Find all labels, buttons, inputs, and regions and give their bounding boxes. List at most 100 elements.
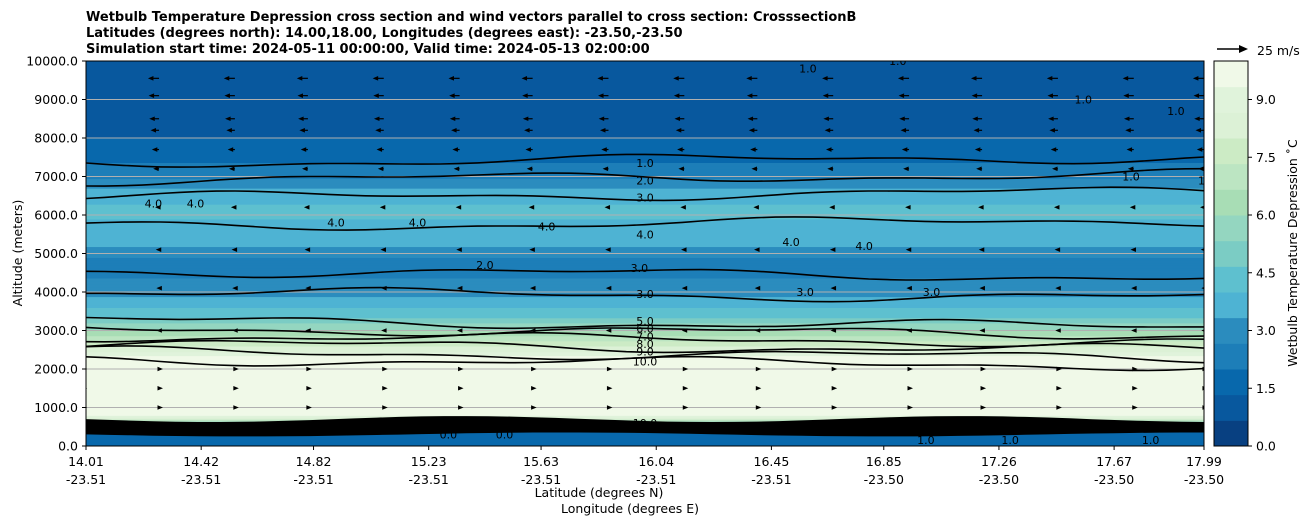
colorbar-swatch [1214, 138, 1248, 165]
wind-vector [1056, 385, 1062, 391]
wind-vector [456, 328, 463, 333]
wind-vector [224, 93, 235, 98]
wind-vector [605, 328, 612, 333]
depression-band [86, 315, 1204, 319]
contour-line [86, 339, 1204, 354]
wind-vector [230, 205, 237, 210]
depression-band [86, 233, 1204, 238]
x-tick-label-lat: 14.42 [183, 454, 219, 469]
depression-band [86, 259, 1204, 264]
depression-band [86, 112, 1204, 119]
wind-vector [381, 328, 387, 333]
wind-vector [1193, 93, 1204, 98]
contour-label: 1.0 [1074, 94, 1092, 107]
y-tick-label: 7000.0 [34, 169, 78, 184]
y-tick-label: 0.0 [58, 439, 78, 454]
wind-vector [529, 285, 536, 291]
wind-vectors [86, 76, 1204, 430]
wind-vector [456, 247, 462, 252]
wind-vector [972, 116, 983, 122]
depression-band [86, 417, 1204, 420]
depression-band [86, 277, 1204, 282]
wind-vector [901, 147, 910, 152]
wind-vector [153, 166, 160, 172]
contour-label: 5.0 [636, 315, 654, 328]
wind-vector [681, 247, 687, 252]
depression-band [86, 265, 1204, 269]
contour-line [86, 216, 1204, 231]
depression-band [86, 86, 1204, 94]
wind-vector [673, 93, 685, 98]
wind-vector [755, 366, 762, 372]
wind-vector [750, 147, 758, 152]
x-tick-label-lon: -23.51 [751, 472, 791, 487]
depression-band [86, 249, 1204, 253]
wind-vector [455, 205, 462, 210]
wind-vector [978, 205, 984, 210]
wind-vector [1047, 93, 1058, 98]
wind-vector [1054, 247, 1061, 252]
wind-vector [1056, 424, 1062, 430]
wind-vector [1048, 116, 1058, 122]
title-line-3: Simulation start time: 2024-05-11 00:00:… [86, 42, 650, 57]
colorbar-swatch [1214, 266, 1248, 293]
wind-vector [979, 285, 985, 291]
depression-band [86, 73, 1204, 81]
depression-band [86, 103, 1204, 110]
depression-band [86, 365, 1204, 368]
depression-band [86, 299, 1204, 303]
wind-vector [1050, 147, 1058, 152]
depression-band [86, 436, 1204, 441]
wind-vector [601, 147, 609, 152]
wind-vector [376, 147, 384, 152]
wind-vector [598, 93, 609, 98]
wind-vector [900, 128, 910, 133]
contour-label: 1.0 [1167, 105, 1185, 118]
wind-vector [1202, 366, 1204, 372]
contour-lines [86, 153, 1204, 372]
wind-vector [824, 128, 834, 133]
wind-vector [521, 76, 533, 81]
contour-label: 8.0 [636, 338, 654, 351]
depression-band [86, 191, 1204, 196]
wind-vector [1126, 147, 1134, 152]
colorbar-swatch [1214, 215, 1248, 242]
depression-band [86, 433, 1204, 437]
wind-vector [1131, 285, 1137, 291]
contour-label: 4.0 [855, 240, 873, 253]
contour-label: 4.0 [145, 197, 163, 210]
colorbar-swatch [1214, 163, 1248, 190]
contour-line [86, 355, 1204, 372]
wind-vector [747, 116, 758, 122]
wind-vector [531, 405, 537, 410]
wind-vector [147, 76, 160, 81]
wind-vector [156, 328, 162, 333]
x-tick-label-lat: 17.99 [1186, 454, 1222, 469]
wind-vector [976, 166, 983, 172]
depression-band [86, 312, 1204, 316]
wind-vector [599, 128, 609, 133]
x-tick-label-lon: -23.50 [1184, 472, 1224, 487]
wind-vector [673, 76, 685, 81]
colorbar-tick-label: 9.0 [1256, 92, 1276, 107]
depression-band [86, 134, 1204, 139]
wind-vector [1132, 405, 1138, 410]
depression-band [86, 384, 1204, 393]
depression-band [86, 138, 1204, 143]
wind-vector [906, 285, 912, 291]
wind-vector [1192, 76, 1204, 81]
wind-vector [452, 147, 460, 152]
depression-band [86, 172, 1204, 176]
title-line-2: Latitudes (degrees north): 14.00,18.00, … [86, 26, 683, 41]
colorbar-swatch [1214, 189, 1248, 216]
wind-vector [529, 328, 536, 333]
depression-band [86, 165, 1204, 170]
wind-vector [898, 93, 910, 98]
contour-label: 1.0 [917, 434, 935, 447]
contour-line [86, 186, 1204, 202]
wind-vector [233, 385, 239, 391]
y-tick-label: 9000.0 [34, 92, 78, 107]
wind-vector [306, 424, 312, 430]
depression-band [86, 361, 1204, 364]
wind-vector [604, 205, 611, 210]
